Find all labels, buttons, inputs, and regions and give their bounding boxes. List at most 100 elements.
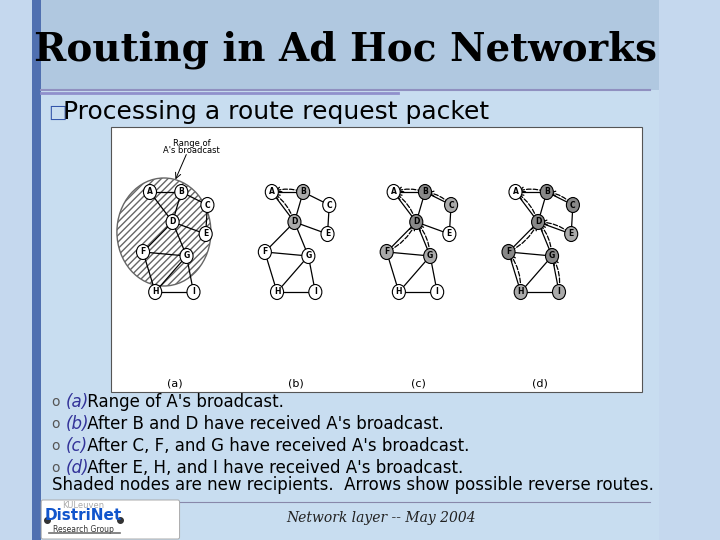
Text: E: E [446,230,452,239]
Circle shape [271,285,284,300]
Circle shape [137,245,150,260]
Circle shape [175,185,188,199]
Circle shape [410,214,423,230]
Text: C: C [204,200,210,210]
Circle shape [302,248,315,264]
Text: o: o [52,439,60,453]
Text: G: G [549,252,555,260]
Circle shape [117,178,211,286]
Text: B: B [179,187,184,197]
Text: (b): (b) [288,379,304,389]
Circle shape [321,226,334,241]
Text: o: o [52,417,60,431]
Text: A: A [391,187,397,197]
Text: F: F [140,247,145,256]
Text: After E, H, and I have received A's broadcast.: After E, H, and I have received A's broa… [83,459,464,477]
FancyBboxPatch shape [111,127,642,392]
Text: B: B [544,187,549,197]
Text: B: B [422,187,428,197]
Text: Processing a route request packet: Processing a route request packet [63,100,489,124]
Text: Network layer -- May 2004: Network layer -- May 2004 [286,511,475,525]
Text: (b): (b) [66,415,89,433]
Circle shape [443,226,456,241]
Circle shape [502,245,515,260]
Text: (a): (a) [66,393,89,411]
Circle shape [418,185,431,199]
Text: Research Group: Research Group [53,524,114,534]
FancyBboxPatch shape [32,0,659,540]
FancyBboxPatch shape [41,500,179,539]
Circle shape [199,226,212,241]
Circle shape [509,185,522,199]
Circle shape [392,285,405,300]
Circle shape [143,185,156,199]
Text: G: G [305,252,312,260]
Text: F: F [384,247,390,256]
Text: KULeuven: KULeuven [62,501,104,510]
Text: I: I [436,287,438,296]
Text: I: I [314,287,317,296]
Circle shape [387,185,400,199]
Text: E: E [203,230,208,239]
Text: C: C [326,200,332,210]
Text: □: □ [48,103,66,122]
Text: B: B [300,187,306,197]
Text: A: A [513,187,518,197]
Text: (c): (c) [66,437,88,455]
Circle shape [552,285,565,300]
Text: E: E [569,230,574,239]
Circle shape [297,185,310,199]
Circle shape [323,198,336,213]
Circle shape [514,285,527,300]
Text: A: A [269,187,275,197]
Text: Shaded nodes are new recipients.  Arrows show possible reverse routes.: Shaded nodes are new recipients. Arrows … [52,476,654,494]
Circle shape [187,285,200,300]
Text: o: o [52,395,60,409]
Circle shape [531,214,544,230]
Circle shape [567,198,580,213]
Text: (c): (c) [410,379,426,389]
Circle shape [423,248,437,264]
Text: G: G [427,252,433,260]
Circle shape [148,285,162,300]
Circle shape [540,185,554,199]
Text: F: F [262,247,267,256]
Circle shape [380,245,393,260]
FancyBboxPatch shape [32,0,41,540]
Text: A: A [147,187,153,197]
Text: G: G [184,252,189,260]
Circle shape [180,248,193,264]
Text: o: o [52,461,60,475]
Text: I: I [192,287,195,296]
FancyBboxPatch shape [32,0,659,90]
Circle shape [564,226,577,241]
Circle shape [265,185,279,199]
Circle shape [309,285,322,300]
Text: C: C [570,200,576,210]
Text: D: D [169,218,176,226]
Circle shape [288,214,301,230]
FancyBboxPatch shape [32,90,659,540]
Text: (a): (a) [166,379,182,389]
Text: D: D [292,218,297,226]
Text: Routing in Ad Hoc Networks: Routing in Ad Hoc Networks [35,31,657,69]
Text: H: H [518,287,524,296]
Text: I: I [557,287,560,296]
Text: C: C [449,200,454,210]
Text: H: H [395,287,402,296]
Circle shape [166,214,179,230]
Text: D: D [413,218,420,226]
Text: D: D [535,218,541,226]
Circle shape [258,245,271,260]
Text: After B and D have received A's broadcast.: After B and D have received A's broadcas… [83,415,444,433]
Circle shape [201,198,214,213]
Text: E: E [325,230,330,239]
Text: H: H [274,287,280,296]
Text: H: H [152,287,158,296]
Text: After C, F, and G have received A's broadcast.: After C, F, and G have received A's broa… [83,437,470,455]
Circle shape [546,248,559,264]
Text: (d): (d) [66,459,89,477]
Circle shape [431,285,444,300]
Circle shape [444,198,458,213]
Text: A's broadcast: A's broadcast [163,146,220,155]
